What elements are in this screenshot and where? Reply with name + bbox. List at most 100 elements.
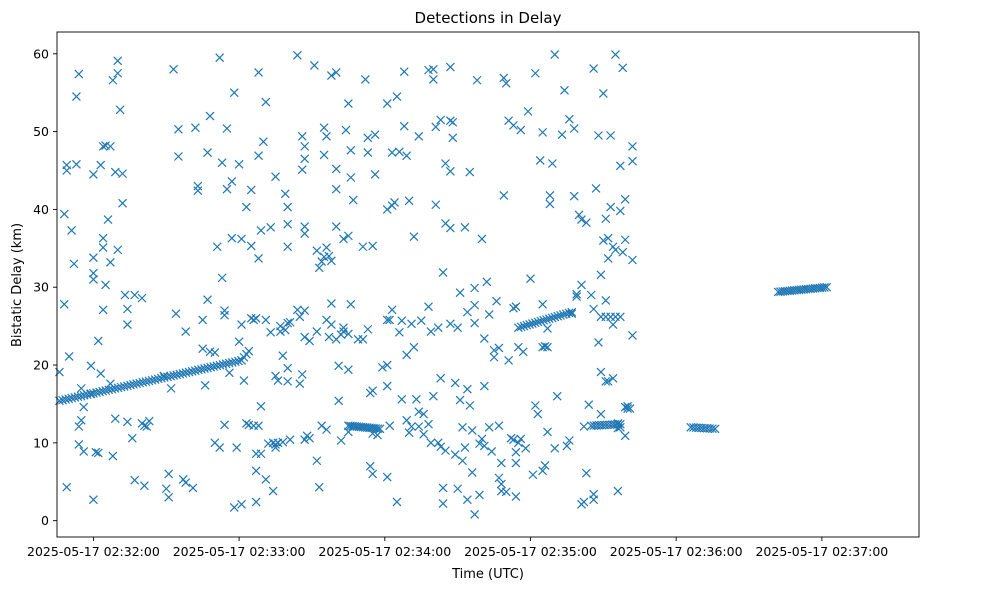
data-point — [334, 396, 344, 406]
data-point — [224, 368, 234, 378]
data-point — [482, 277, 492, 287]
data-point — [98, 233, 108, 243]
data-point — [596, 270, 606, 280]
data-point — [404, 196, 414, 206]
data-point — [98, 305, 108, 315]
data-point — [222, 184, 232, 194]
data-point — [620, 235, 630, 245]
data-point — [542, 315, 551, 324]
data-point — [615, 161, 625, 171]
data-point — [509, 435, 518, 445]
data-point — [611, 50, 620, 59]
data-point — [62, 482, 72, 492]
data-point — [229, 503, 239, 512]
data-point — [144, 416, 154, 426]
x-tick-label: 2025-05-17 02:35:00 — [464, 544, 597, 559]
data-point — [334, 361, 344, 371]
data-point — [314, 482, 324, 492]
data-point — [572, 292, 582, 301]
data-point — [103, 215, 113, 224]
data-point — [261, 97, 271, 107]
data-point — [511, 447, 521, 457]
data-point — [173, 124, 183, 134]
data-point — [280, 189, 290, 199]
data-point — [536, 316, 546, 326]
data-point — [558, 310, 568, 320]
data-point — [628, 331, 637, 340]
data-point — [574, 210, 584, 220]
data-point — [394, 327, 404, 337]
data-point — [67, 225, 76, 235]
data-point — [370, 169, 380, 179]
data-point — [516, 125, 526, 135]
data-point — [101, 280, 110, 290]
ticks-layer: 2025-05-17 02:32:00 2025-05-17 02:33:00 20… — [27, 46, 888, 559]
data-point — [436, 442, 446, 452]
data-point — [331, 164, 341, 174]
data-point — [428, 391, 438, 401]
data-point — [76, 415, 86, 425]
data-point — [475, 490, 484, 500]
data-point — [142, 422, 152, 431]
data-point — [397, 394, 407, 404]
data-point — [113, 56, 123, 66]
data-point — [268, 486, 278, 496]
data-point — [513, 323, 523, 333]
data-point — [581, 218, 591, 228]
data-point — [547, 159, 557, 168]
data-point — [254, 68, 263, 77]
data-point — [433, 323, 443, 333]
data-point — [414, 407, 424, 417]
data-point — [285, 317, 295, 327]
data-point — [86, 389, 96, 399]
data-point — [79, 446, 89, 456]
data-point — [271, 371, 280, 381]
data-point — [295, 379, 305, 389]
data-point — [586, 290, 596, 300]
data-point — [504, 355, 514, 365]
data-point — [305, 336, 314, 346]
data-point — [526, 274, 535, 284]
data-point — [450, 378, 460, 388]
data-point — [261, 315, 271, 325]
data-point — [164, 492, 174, 502]
y-tick-label: 50 — [33, 124, 49, 139]
data-point — [234, 159, 244, 169]
data-point — [822, 282, 832, 292]
data-point — [297, 369, 307, 379]
data-point — [275, 321, 285, 331]
plot-frame — [56, 31, 920, 538]
data-point — [108, 75, 118, 85]
data-point — [181, 478, 191, 487]
data-point — [358, 334, 368, 344]
data-point — [458, 456, 467, 466]
data-point — [137, 293, 147, 303]
data-point — [227, 176, 237, 186]
data-point — [628, 255, 637, 265]
data-point — [538, 127, 548, 137]
data-point — [382, 315, 392, 325]
data-point — [198, 344, 208, 354]
data-point — [130, 475, 140, 485]
data-point — [513, 438, 523, 448]
data-point — [445, 319, 455, 329]
data-point — [533, 317, 543, 327]
data-point — [433, 438, 443, 448]
data-point — [414, 131, 424, 141]
data-point — [173, 152, 183, 161]
data-point — [506, 433, 516, 443]
data-point — [203, 148, 212, 158]
data-point — [222, 124, 232, 133]
data-point — [343, 231, 353, 241]
data-point — [98, 243, 108, 252]
data-point — [567, 309, 577, 319]
data-point — [312, 327, 322, 337]
data-point — [572, 289, 582, 299]
data-point — [472, 75, 482, 85]
data-point — [484, 422, 494, 432]
y-tick-label: 40 — [33, 202, 49, 217]
data-point — [477, 234, 487, 244]
data-point — [470, 300, 480, 310]
